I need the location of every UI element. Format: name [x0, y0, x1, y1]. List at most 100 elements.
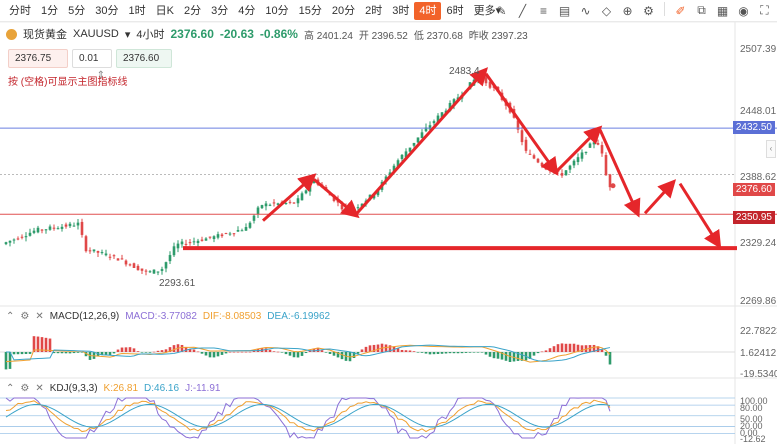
- candle-body: [416, 137, 420, 143]
- grid-tool-icon[interactable]: ▤: [558, 3, 571, 18]
- macd-histogram-bar: [56, 352, 60, 354]
- kdj-axis-label: -12.62: [740, 434, 766, 444]
- candle-body: [252, 215, 256, 221]
- candle-body: [540, 162, 544, 166]
- timeframe-16[interactable]: 更多▾: [473, 4, 502, 17]
- high-point-label: 2483.4: [449, 66, 480, 77]
- edit-icon[interactable]: ✐: [675, 3, 686, 18]
- timeframe-12[interactable]: 2时: [365, 4, 383, 17]
- period-selector[interactable]: 4小时: [136, 29, 165, 41]
- symbol-name[interactable]: 现货黄金: [23, 29, 67, 41]
- trend-arrow: [643, 179, 677, 215]
- timeframe-6[interactable]: 2分: [183, 4, 202, 17]
- timeframe-3[interactable]: 30分: [95, 4, 119, 17]
- candle-body: [32, 230, 36, 233]
- candle-body: [48, 226, 52, 230]
- pattern-tool-icon[interactable]: ∿: [580, 3, 591, 18]
- horizontal-line-icon[interactable]: ≡: [539, 3, 547, 18]
- compass-icon[interactable]: ⊕: [622, 3, 633, 18]
- candle-body: [108, 256, 112, 258]
- timeframe-14[interactable]: 4时: [414, 1, 442, 20]
- compare-icon[interactable]: ⧉: [697, 3, 706, 17]
- sell-price-button[interactable]: 2376.75: [8, 49, 68, 68]
- macd-histogram-bar: [480, 352, 484, 353]
- camera-icon[interactable]: ◉: [738, 3, 749, 18]
- candle-body: [208, 236, 212, 238]
- macd-histogram-bar: [16, 352, 20, 355]
- macd-histogram-bar: [320, 350, 324, 352]
- collapse-icon[interactable]: ⌃: [6, 311, 15, 322]
- macd-histogram-bar: [488, 352, 492, 357]
- macd-histogram-bar: [168, 347, 172, 352]
- candle-body: [272, 202, 276, 204]
- macd-histogram-bar: [140, 352, 144, 353]
- timeframe-2[interactable]: 5分: [68, 4, 86, 17]
- timeframe-9[interactable]: 10分: [265, 4, 289, 17]
- timeframe-7[interactable]: 3分: [211, 4, 229, 17]
- timeframe-10[interactable]: 15分: [298, 4, 322, 17]
- last-price: 2376.60: [170, 27, 214, 41]
- buy-price-button[interactable]: 2376.60: [116, 49, 172, 68]
- line-tool-icon[interactable]: ╱: [518, 3, 527, 18]
- macd-histogram-bar: [428, 352, 432, 355]
- candle-body: [544, 165, 548, 170]
- candle-body: [412, 142, 416, 146]
- macd-histogram-bar: [184, 346, 188, 352]
- symbol-code[interactable]: XAUUSD: [73, 28, 119, 40]
- candle-body: [572, 160, 576, 166]
- symbol-caret-icon[interactable]: ▾: [124, 28, 131, 41]
- candle-body: [64, 224, 68, 227]
- timeframe-15[interactable]: 6时: [446, 4, 464, 17]
- timeframe-8[interactable]: 4分: [238, 4, 256, 17]
- collapse-panel-handle[interactable]: ‹: [766, 140, 776, 158]
- timeframe-11[interactable]: 20分: [331, 4, 356, 17]
- fullscreen-icon[interactable]: ⛶: [760, 3, 769, 17]
- macd-histogram-bar: [240, 351, 244, 353]
- candle-body: [276, 203, 280, 205]
- candle-body: [216, 234, 220, 238]
- timeframe-13[interactable]: 3时: [392, 4, 410, 17]
- dif-value: DIF:-8.08503: [202, 311, 262, 322]
- shape-tool-icon[interactable]: ◇: [601, 3, 612, 18]
- pen-icon[interactable]: ✎: [496, 3, 507, 18]
- macd-histogram-bar: [64, 352, 68, 354]
- macd-histogram-bar: [540, 351, 544, 353]
- macd-histogram-bar: [556, 344, 560, 352]
- macd-histogram-bar: [264, 348, 268, 352]
- macd-histogram-bar: [28, 352, 32, 354]
- macd-histogram-bar: [596, 346, 600, 352]
- price-change: -20.63: [219, 27, 254, 41]
- settings-icon[interactable]: ⚙: [20, 383, 30, 394]
- d-value: D:46.16: [144, 383, 180, 394]
- candle-body: [92, 249, 96, 252]
- candle-body: [304, 190, 308, 194]
- settings-icon[interactable]: ⚙: [20, 311, 30, 322]
- collapse-icon[interactable]: ⌃: [6, 383, 15, 394]
- timeframe-5[interactable]: 日K: [155, 4, 174, 17]
- macd-histogram-bar: [352, 352, 356, 358]
- close-icon[interactable]: ✕: [35, 383, 44, 394]
- timeframe-0[interactable]: 分时: [9, 4, 31, 17]
- candle-body: [528, 153, 532, 155]
- candle-body: [24, 236, 28, 238]
- macd-histogram-bar: [412, 351, 416, 352]
- timeframe-4[interactable]: 1时: [128, 4, 146, 17]
- current-price-tag: 2376.60: [732, 183, 775, 196]
- candle-body: [376, 189, 380, 196]
- candle-body: [100, 252, 104, 254]
- candle-body: [80, 221, 84, 235]
- timeframe-1[interactable]: 1分: [41, 4, 59, 17]
- candle-body: [200, 239, 204, 241]
- candle-body: [420, 132, 424, 138]
- quantity-stepper[interactable]: 0.01 ⇕: [72, 49, 112, 81]
- indicator-icon[interactable]: ▦: [716, 3, 729, 18]
- settings-icon[interactable]: ⚙: [643, 3, 654, 18]
- support-price-tag: 2350.95: [732, 211, 775, 224]
- trend-arrow: [555, 125, 603, 172]
- macd-histogram-bar: [108, 352, 112, 356]
- macd-histogram-bar: [492, 352, 496, 359]
- candle-body: [212, 236, 216, 240]
- candle-body: [268, 204, 272, 206]
- close-icon[interactable]: ✕: [35, 311, 44, 322]
